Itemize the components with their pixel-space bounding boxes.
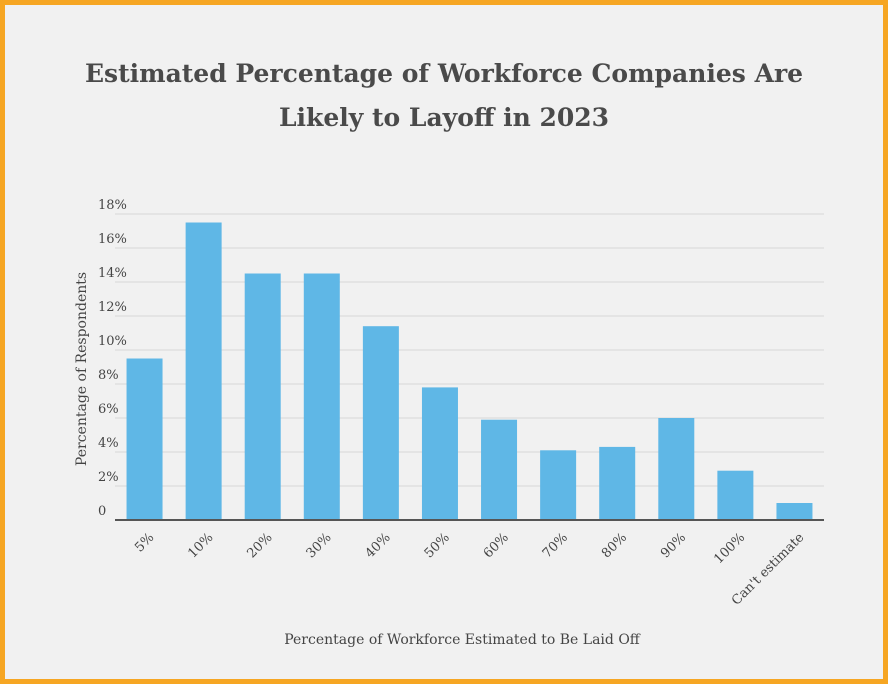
y-tick-label: 2% — [98, 470, 119, 485]
y-tick-label: 4% — [98, 436, 119, 451]
bars — [126, 222, 813, 520]
y-tick-label: 14% — [98, 266, 127, 281]
x-tick-label: 100% — [711, 530, 748, 567]
x-tick-label: 10% — [185, 530, 216, 561]
bar — [658, 418, 695, 520]
y-tick-label: 18% — [98, 198, 127, 213]
bar — [303, 273, 340, 520]
x-tick-label: 70% — [540, 530, 571, 561]
bar — [421, 387, 458, 520]
x-tick-label: 90% — [658, 530, 689, 561]
x-tick-label: 80% — [599, 530, 630, 561]
y-axis-ticks: 0 2% 4% 6% 8% 10% 12% 14% 16% 18% — [98, 198, 127, 519]
x-axis-ticks: 5% 10% 20% 30% 40% 50% 60% 70% 80% 90% 100%Can't e… — [132, 530, 807, 609]
x-axis-title: Percentage of Workforce Estimated to Be … — [284, 632, 641, 648]
y-tick-label: 8% — [98, 368, 119, 383]
bar — [362, 326, 399, 520]
y-tick-label: 12% — [98, 300, 127, 315]
x-tick-label: 60% — [481, 530, 512, 561]
chart-title-line-1: Estimated Percentage of Workforce Compan… — [84, 59, 804, 88]
bar — [126, 358, 163, 520]
y-tick-label: 6% — [98, 402, 119, 417]
chart-title-line-2: Likely to Layoff in 2023 — [278, 103, 610, 132]
bar — [185, 222, 222, 520]
x-tick-label: 40% — [363, 530, 394, 561]
x-tick-label: 50% — [422, 530, 453, 561]
y-tick-label: 16% — [98, 232, 127, 247]
bar — [540, 450, 577, 520]
x-tick-label: 5% — [132, 530, 157, 555]
y-tick-label: 0 — [98, 504, 106, 519]
chart-title: Estimated Percentage of Workforce Compan… — [0, 52, 888, 140]
bar — [481, 419, 518, 520]
x-tick-label: 30% — [304, 530, 335, 561]
x-tick-label: 20% — [244, 530, 275, 561]
bar — [717, 470, 754, 520]
bar — [776, 503, 813, 520]
chart-frame — [5, 5, 883, 679]
bar — [599, 446, 636, 520]
bar — [244, 273, 281, 520]
gridlines — [115, 213, 824, 487]
y-tick-label: 10% — [98, 334, 127, 349]
y-axis-title: Percentage of Respondents — [74, 272, 90, 466]
